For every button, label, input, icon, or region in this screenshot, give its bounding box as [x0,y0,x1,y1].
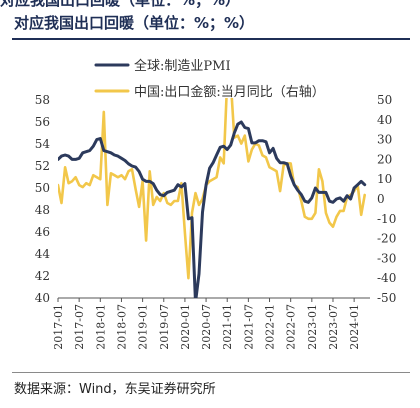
y-right-tick-label: 40 [377,113,392,127]
export-series-line [58,98,366,280]
x-tick-label: 2017-07 [73,304,86,350]
y-right-tick-label: -50 [377,291,396,305]
x-tick-label: 2020-01 [179,304,192,350]
y-left-tick-label: 52 [35,159,50,173]
source-note: 数据来源：Wind，东吴证券研究所 [14,382,216,397]
x-tick-label: 2020-07 [200,304,213,350]
pmi-series-line [58,120,367,298]
x-tick-label: 2019-01 [137,304,150,350]
y-left-tick-label: 46 [35,225,50,239]
source-divider [12,372,410,373]
legend-item-export-label: 中国:出口金额:当月同比（右轴） [134,84,325,100]
x-tick-label: 2017-01 [52,304,65,350]
y-right-tick-label: 10 [377,172,392,186]
x-tick-label: 2023-07 [327,304,340,350]
top-cut-off-text: 对应我国出口回暖（单位：%；%） [0,0,420,8]
y-right-tick-label: -20 [377,232,396,246]
title-divider [12,38,410,40]
y-left-tick-label: 58 [35,93,50,107]
top-cut-off-title: 对应我国出口回暖（单位：%；%） [0,0,240,8]
y-left-tick-label: 50 [35,181,50,195]
axes: 40 42 44 46 48 50 52 54 56 58 -50 -40 -30 -20 -10 0 10 20… [35,93,397,350]
x-tick-label: 2019-07 [158,304,171,350]
y-left-tick-label: 48 [35,203,50,217]
y-left-tick-label: 54 [35,137,51,151]
x-tick-label: 2023-01 [306,304,319,350]
y-right-tick-label: -10 [377,212,396,226]
x-tick-label: 2021-01 [221,304,234,350]
series-lines [58,98,367,298]
y-left-tick-label: 56 [35,115,50,129]
y-left-tick-label: 42 [35,269,50,283]
x-tick-label: 2018-07 [115,304,128,350]
y-left-tick-label: 40 [35,291,50,305]
y-right-tick-label: 20 [377,152,392,166]
y-left-tick-label: 44 [35,247,51,261]
y-right-tick-label: -30 [377,251,396,265]
y-right-tick-label: 50 [377,93,392,107]
chart-canvas: 40 42 44 46 48 50 52 54 56 58 -50 -40 -30 -20 -10 0 10 20… [35,58,397,350]
x-tick-label: 2022-01 [264,304,277,350]
y-right-tick-label: 0 [377,192,385,206]
legend: 全球:制造业PMI 中国:出口金额:当月同比（右轴） [94,58,325,100]
x-tick-label: 2021-07 [242,304,255,350]
chart-title: 对应我国出口回暖（单位：%；%） [14,14,255,32]
y-right-tick-label: 30 [377,133,392,147]
x-tick-label: 2022-07 [285,304,298,350]
x-tick-label: 2018-01 [94,304,107,350]
x-tick-label: 2024-01 [348,304,361,350]
y-right-tick-label: -40 [377,271,396,285]
legend-item-pmi-label: 全球:制造业PMI [134,58,231,74]
